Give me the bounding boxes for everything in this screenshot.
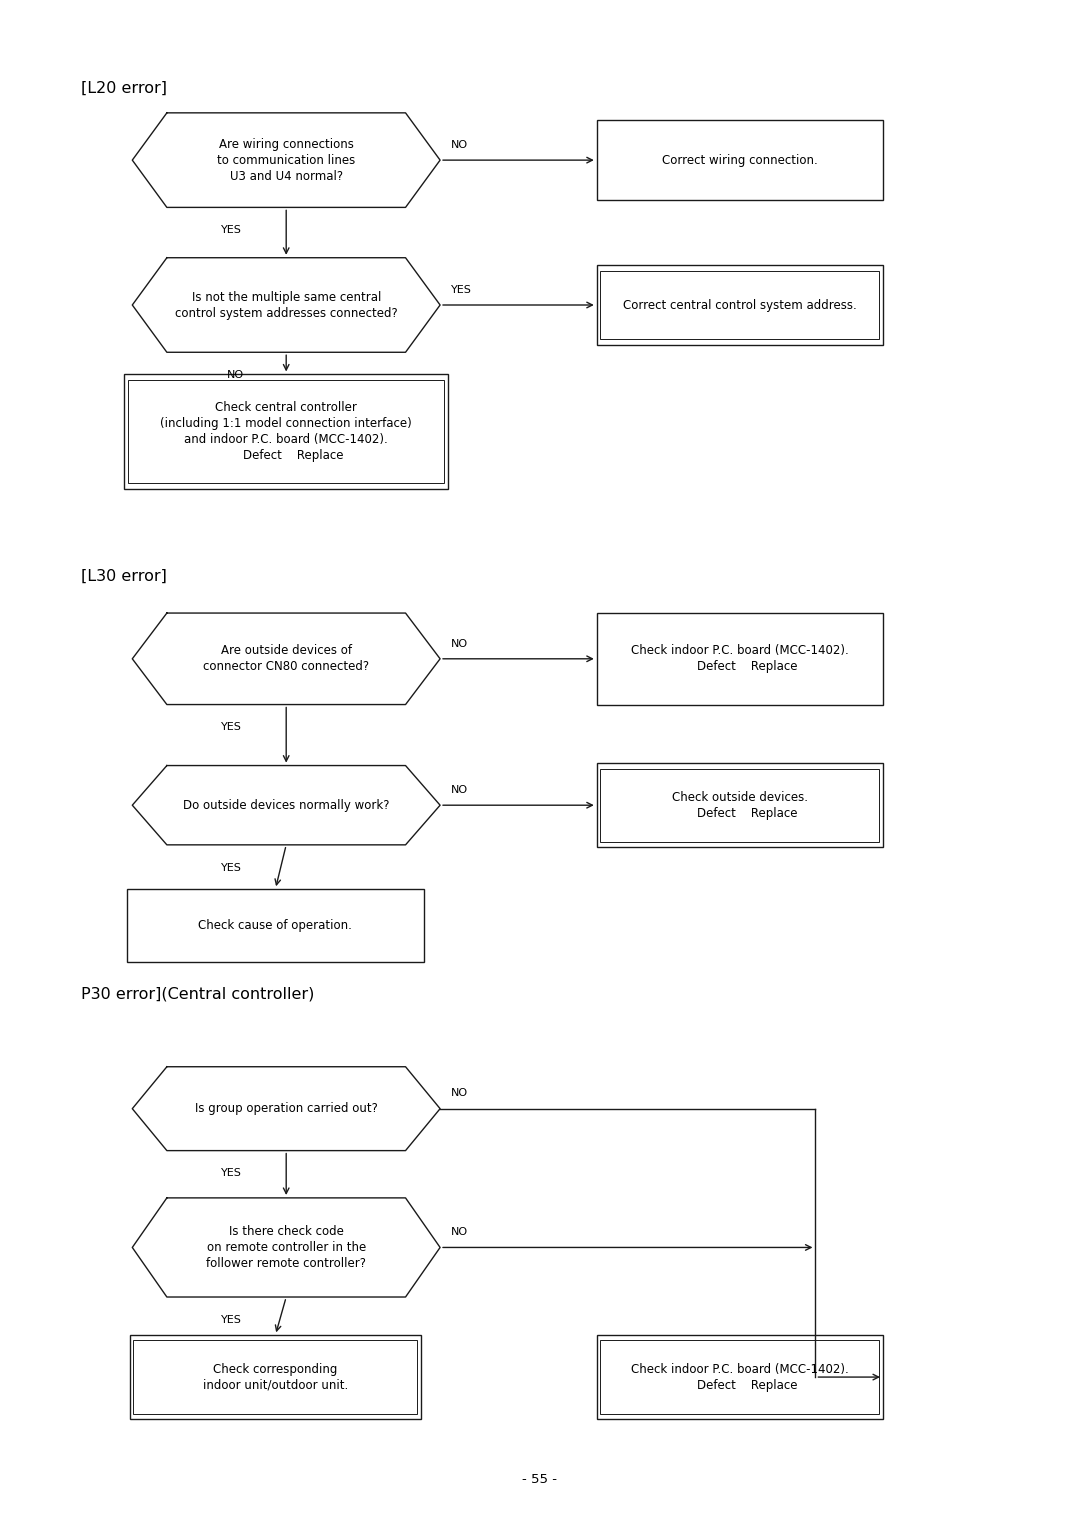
Text: YES: YES: [221, 1315, 242, 1325]
Text: YES: YES: [221, 863, 242, 872]
Bar: [597, 1336, 883, 1418]
Text: - 55 -: - 55 -: [523, 1473, 557, 1485]
Text: NO: NO: [451, 1089, 468, 1098]
Bar: [600, 271, 879, 340]
Text: NO: NO: [451, 1228, 468, 1237]
Text: [L30 error]: [L30 error]: [81, 569, 167, 584]
Text: Check corresponding
indoor unit/outdoor unit.: Check corresponding indoor unit/outdoor …: [203, 1362, 348, 1392]
Text: NO: NO: [451, 639, 468, 648]
Text: [L20 error]: [L20 error]: [81, 81, 167, 96]
Text: Are wiring connections
to communication lines
U3 and U4 normal?: Are wiring connections to communication …: [217, 137, 355, 183]
Text: Is there check code
on remote controller in the
follower remote controller?: Is there check code on remote controller…: [206, 1225, 366, 1270]
Bar: [127, 889, 423, 962]
Text: Check indoor P.C. board (MCC-1402).
    Defect    Replace: Check indoor P.C. board (MCC-1402). Defe…: [631, 644, 849, 674]
Text: YES: YES: [451, 285, 472, 294]
Text: Correct central control system address.: Correct central control system address.: [623, 299, 856, 311]
Bar: [129, 380, 445, 483]
Text: Is not the multiple same central
control system addresses connected?: Is not the multiple same central control…: [175, 290, 397, 320]
Bar: [130, 1336, 421, 1418]
Bar: [597, 764, 883, 848]
Text: Is group operation carried out?: Is group operation carried out?: [194, 1103, 378, 1115]
Bar: [597, 120, 883, 200]
Text: P30 error](Central controller): P30 error](Central controller): [81, 987, 314, 1002]
Text: Check indoor P.C. board (MCC-1402).
    Defect    Replace: Check indoor P.C. board (MCC-1402). Defe…: [631, 1362, 849, 1392]
Text: Do outside devices normally work?: Do outside devices normally work?: [183, 799, 390, 811]
Bar: [124, 375, 448, 488]
Bar: [600, 1340, 879, 1414]
Text: YES: YES: [221, 1168, 242, 1179]
Text: Check central controller
(including 1:1 model connection interface)
and indoor P: Check central controller (including 1:1 …: [160, 401, 413, 462]
Bar: [600, 769, 879, 842]
Text: NO: NO: [227, 371, 244, 380]
Bar: [597, 265, 883, 345]
Text: YES: YES: [221, 226, 242, 235]
Text: NO: NO: [451, 785, 468, 795]
Bar: [134, 1340, 417, 1414]
Text: YES: YES: [221, 723, 242, 732]
Text: Correct wiring connection.: Correct wiring connection.: [662, 154, 818, 166]
Text: Are outside devices of
connector CN80 connected?: Are outside devices of connector CN80 co…: [203, 644, 369, 674]
Text: Check cause of operation.: Check cause of operation.: [199, 920, 352, 932]
Text: NO: NO: [451, 140, 468, 149]
Text: Check outside devices.
    Defect    Replace: Check outside devices. Defect Replace: [672, 790, 808, 820]
Bar: [597, 613, 883, 705]
